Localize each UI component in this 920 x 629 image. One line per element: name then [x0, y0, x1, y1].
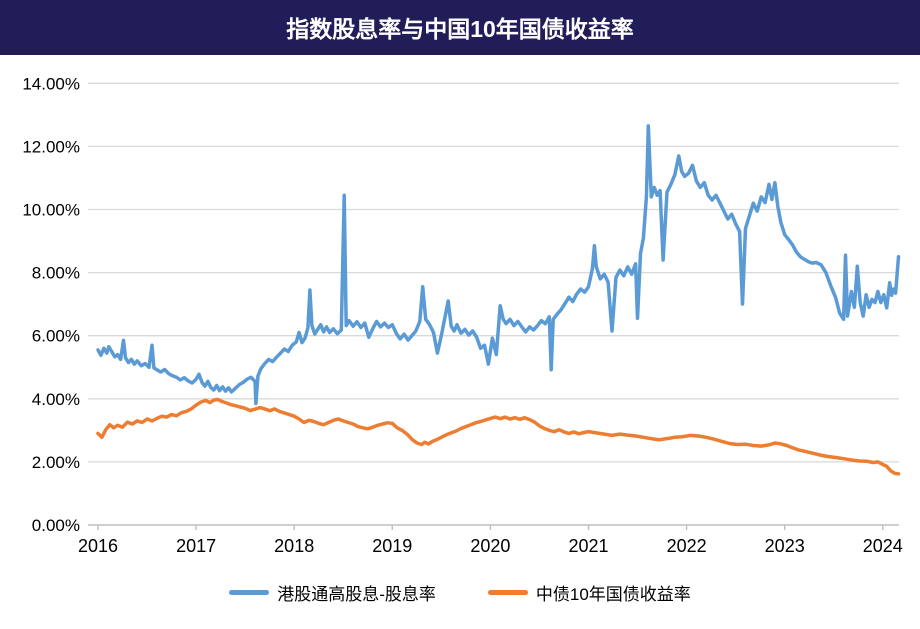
legend-swatch-orange-line-icon: [487, 590, 528, 595]
y-axis-tick-label: 4.00%: [32, 390, 80, 409]
legend-item-hk-high-dividend: 港股通高股息-股息率: [229, 580, 436, 605]
legend-label-hk-high-dividend: 港股通高股息-股息率: [277, 585, 436, 604]
y-axis-tick-label: 2.00%: [32, 453, 80, 472]
y-axis-tick-label: 6.00%: [32, 327, 80, 346]
axis-labels: 14.00% 12.00% 10.00% 8.00% 6.00% 4.00% 2.00% 0.…: [22, 74, 902, 556]
x-axis-tick-label: 2018: [274, 536, 314, 556]
y-axis-tick-label: 0.00%: [32, 516, 80, 535]
blue-series-line: [96, 124, 901, 406]
orange-series-line: [96, 397, 901, 476]
chart-title: 指数股息率与中国10年国债收益率: [286, 16, 634, 42]
y-axis-tick-label: 14.00%: [22, 74, 80, 93]
legend-item-cgb-10y-yield: 中债10年国债收益率: [487, 580, 691, 605]
title-bar: [0, 0, 920, 55]
x-axis-tick-label: 2021: [568, 536, 608, 556]
y-axis-tick-label: 10.00%: [22, 201, 80, 220]
x-axis-tick-label: 2016: [78, 536, 118, 556]
legend: 港股通高股息-股息率 中债10年国债收益率: [0, 580, 920, 605]
axes: [88, 524, 899, 530]
series-lines: [96, 124, 901, 476]
x-axis-tick-label: 2017: [176, 536, 216, 556]
x-axis-tick-label: 2024: [863, 536, 903, 556]
y-axis-tick-label: 12.00%: [22, 137, 80, 156]
x-axis-tick-label: 2023: [765, 536, 805, 556]
gridlines: [88, 82, 899, 463]
x-axis-tick-label: 2019: [372, 536, 412, 556]
legend-swatch-blue-line-icon: [229, 590, 270, 595]
x-axis-tick-label: 2020: [470, 536, 510, 556]
x-axis-tick-label: 2022: [667, 536, 707, 556]
y-axis-tick-label: 8.00%: [32, 264, 80, 283]
legend-label-cgb-10y-yield: 中债10年国债收益率: [535, 585, 691, 604]
